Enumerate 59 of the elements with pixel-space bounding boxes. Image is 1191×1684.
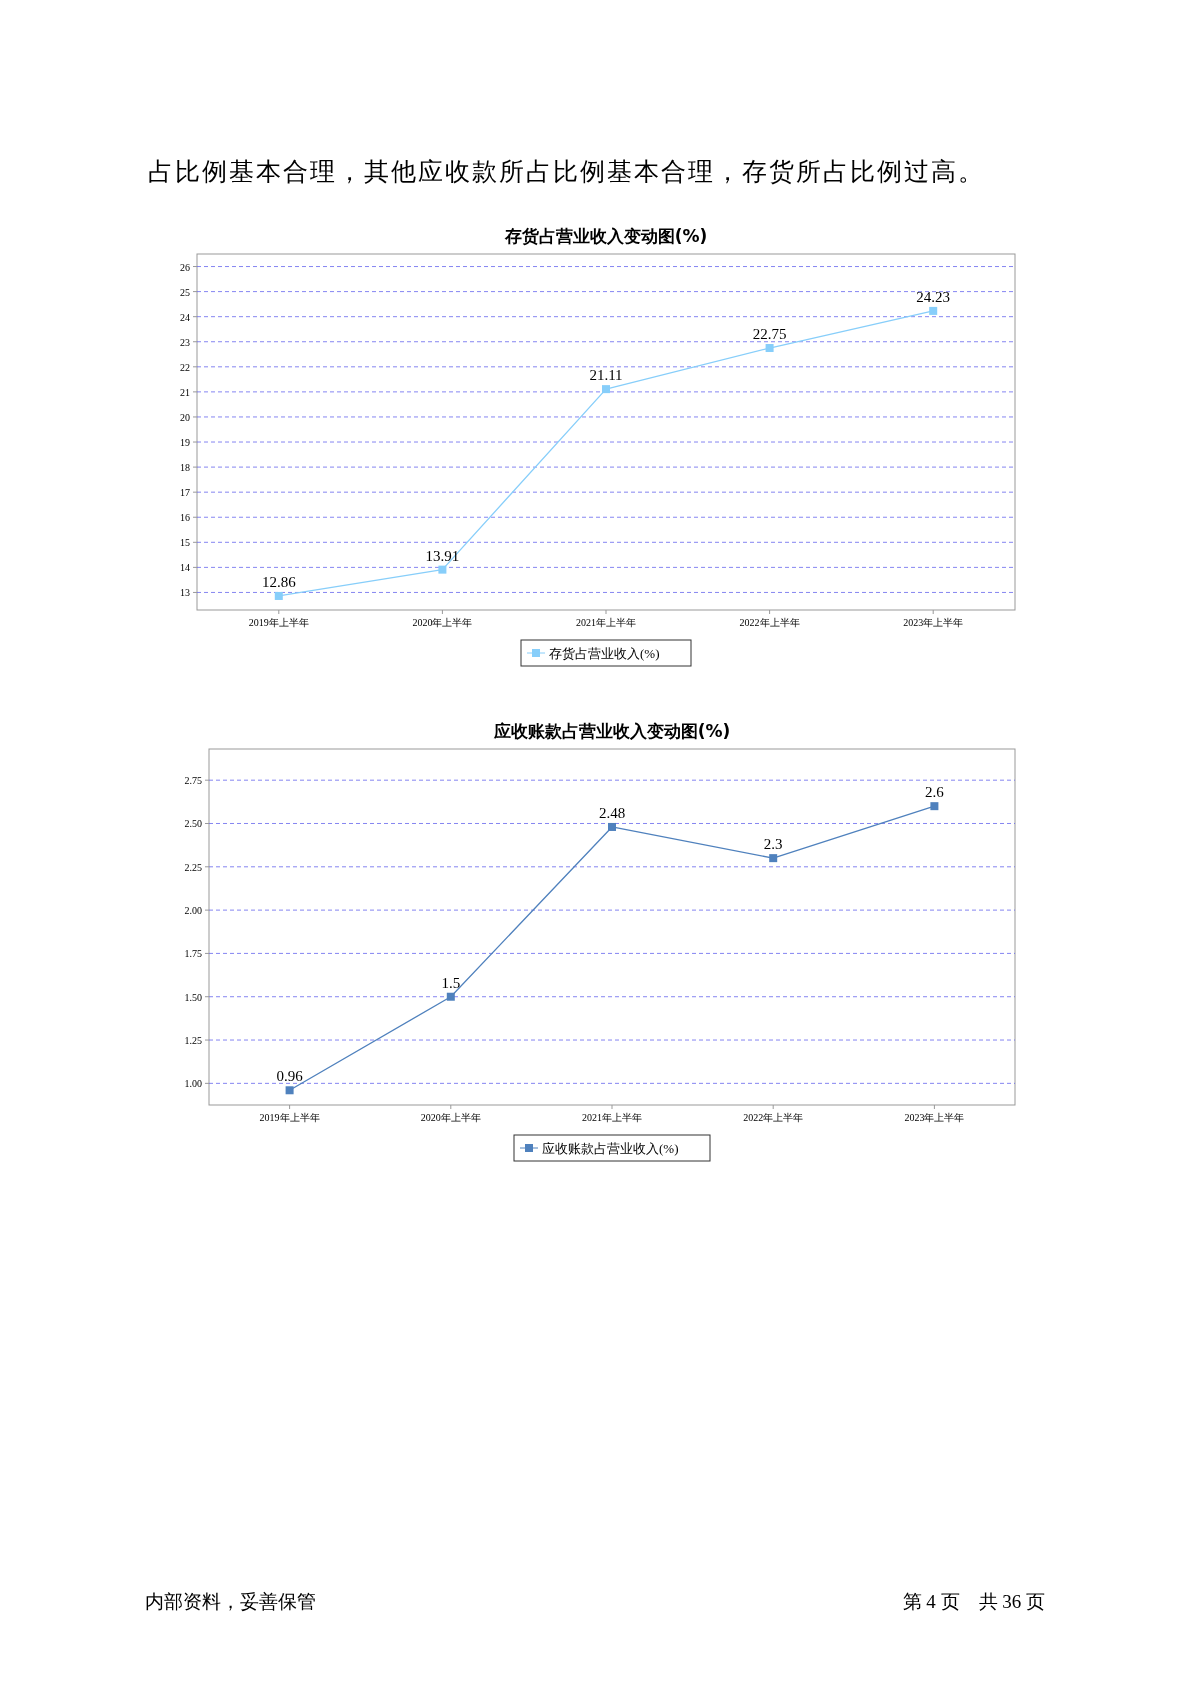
x-tick-label: 2023年上半年 [904, 1112, 965, 1123]
x-tick-label: 2022年上半年 [739, 617, 800, 628]
chart-title: 存货占营业收入变动图(%) [503, 226, 708, 246]
point [769, 854, 778, 863]
y-tick-label: 18 [180, 462, 190, 474]
point [285, 1086, 294, 1095]
point [929, 306, 938, 315]
data-label: 2.48 [598, 804, 626, 821]
y-tick-label: 25 [180, 286, 190, 298]
data-label: 2.3 [763, 836, 783, 853]
point [438, 565, 447, 574]
x-tick-label: 2023年上半年 [903, 617, 964, 628]
y-tick-label: 15 [180, 537, 190, 549]
y-tick-label: 1.25 [184, 1035, 202, 1047]
y-tick-label: 22 [180, 361, 190, 373]
y-tick-label: 14 [180, 562, 190, 574]
y-tick-label: 19 [180, 437, 190, 449]
y-tick-label: 20 [180, 411, 190, 423]
data-label: 24.23 [916, 288, 951, 305]
x-tick-label: 2019年上半年 [248, 617, 309, 628]
x-tick-label: 2019年上半年 [259, 1112, 320, 1123]
x-tick-label: 2020年上半年 [420, 1112, 481, 1123]
y-tick-label: 16 [180, 512, 190, 524]
data-label: 0.96 [276, 1068, 304, 1085]
y-tick-label: 2.00 [184, 905, 202, 917]
data-label: 21.11 [589, 367, 623, 384]
data-label: 1.5 [441, 974, 461, 991]
x-tick-label: 2021年上半年 [582, 1112, 642, 1123]
x-tick-label: 2021年上半年 [576, 617, 636, 628]
legend-label: 应收账款占营业收入(%) [542, 1141, 679, 1156]
y-tick-label: 1.00 [184, 1078, 202, 1090]
y-tick-label: 23 [180, 336, 190, 348]
data-label: 12.86 [261, 573, 297, 590]
y-tick-label: 1.75 [184, 948, 202, 960]
data-label: 2.6 [925, 784, 945, 801]
point [608, 822, 616, 831]
y-tick-label: 2.25 [184, 861, 202, 873]
text: 内部资料，妥善保管 [145, 1591, 316, 1612]
point [930, 802, 939, 811]
y-tick-label: 2.50 [184, 818, 202, 830]
y-tick-label: 21 [180, 386, 190, 398]
data-label: 13.91 [425, 547, 460, 564]
y-tick-label: 26 [180, 261, 190, 273]
y-tick-label: 24 [180, 311, 190, 323]
y-tick-label: 13 [180, 587, 190, 599]
point [602, 385, 610, 394]
point [274, 591, 283, 600]
y-tick-label: 1.50 [184, 991, 202, 1003]
chart-title: 应收账款占营业收入变动图(%) [492, 721, 731, 741]
point [765, 344, 774, 353]
text: 占比例基本合理，其他应收款所占比例基本合理，存货所占比例过高。 [148, 158, 985, 185]
point [446, 992, 455, 1001]
x-tick-label: 2020年上半年 [412, 617, 473, 628]
data-label: 22.75 [752, 326, 787, 343]
y-tick-label: 2.75 [184, 775, 202, 787]
x-tick-label: 2022年上半年 [743, 1112, 804, 1123]
y-tick-label: 17 [180, 487, 190, 499]
text: 第 4 页 共 36 页 [902, 1591, 1045, 1612]
legend-label: 存货占营业收入(%) [549, 646, 660, 661]
